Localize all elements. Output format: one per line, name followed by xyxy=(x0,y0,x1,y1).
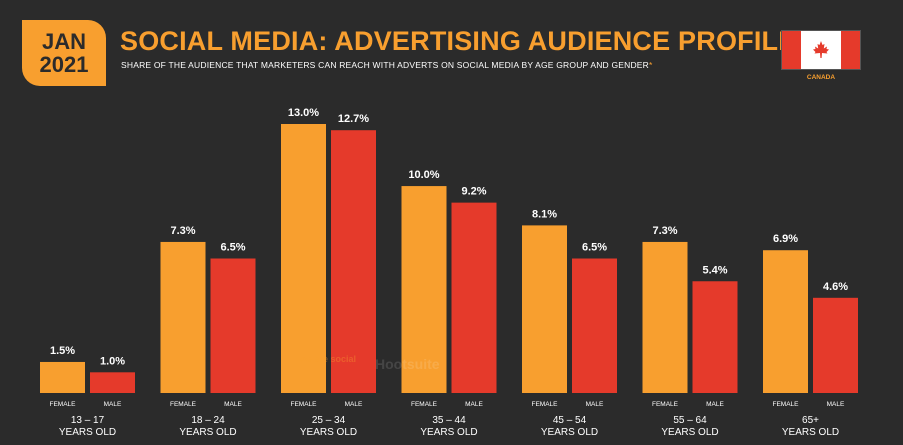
subtitle-text: SHARE OF THE AUDIENCE THAT MARKETERS CAN… xyxy=(121,60,650,70)
series-tick-label: FEMALE xyxy=(531,401,558,408)
category-label: YEARS OLD xyxy=(661,427,718,438)
category-label: 25 – 34 xyxy=(312,415,346,426)
subtitle-footnote-marker: * xyxy=(649,60,653,70)
series-tick-label: MALE xyxy=(345,401,363,408)
bar-male-2 xyxy=(331,130,376,393)
data-label: 10.0% xyxy=(408,169,439,181)
bar-male-5 xyxy=(692,281,738,393)
date-badge: JAN 2021 xyxy=(22,20,106,86)
series-tick-label: MALE xyxy=(706,401,724,408)
data-label: 9.2% xyxy=(461,186,486,198)
data-label: 7.3% xyxy=(170,225,195,237)
bar-female-2 xyxy=(281,124,326,393)
page-title: SOCIAL MEDIA: ADVERTISING AUDIENCE PROFI… xyxy=(120,26,797,56)
category-label: YEARS OLD xyxy=(420,427,477,438)
canada-flag-icon xyxy=(781,30,861,70)
data-label: 8.1% xyxy=(532,208,557,220)
series-tick-label: MALE xyxy=(104,401,122,408)
category-label: 13 – 17 xyxy=(71,415,105,426)
series-tick-label: MALE xyxy=(827,401,845,408)
series-tick-label: FEMALE xyxy=(772,401,799,408)
data-label: 4.6% xyxy=(823,281,848,293)
bar-male-6 xyxy=(813,297,858,393)
data-label: 12.7% xyxy=(338,113,369,125)
category-label: YEARS OLD xyxy=(782,427,839,438)
country-label: CANADA xyxy=(806,74,836,81)
data-label: 1.5% xyxy=(50,345,75,357)
bar-female-4 xyxy=(522,225,567,393)
category-label: 18 – 24 xyxy=(191,415,225,426)
watermark-wearesocial: we are social xyxy=(299,354,356,364)
bar-female-5 xyxy=(642,241,688,393)
series-tick-label: FEMALE xyxy=(290,401,317,408)
data-label: 13.0% xyxy=(288,107,319,119)
series-tick-label: MALE xyxy=(224,401,242,408)
bar-male-0 xyxy=(90,372,135,393)
category-label: 65+ xyxy=(802,415,819,426)
watermark-hootsuite: Hootsuite xyxy=(375,356,440,372)
category-label: YEARS OLD xyxy=(179,427,236,438)
data-label: 6.5% xyxy=(582,242,607,254)
date-year: 2021 xyxy=(39,52,89,77)
series-tick-label: MALE xyxy=(465,401,483,408)
bar-female-3 xyxy=(401,186,447,393)
bar-female-6 xyxy=(763,250,808,393)
data-label: 5.4% xyxy=(702,264,727,276)
date-month: JAN xyxy=(41,28,86,54)
series-tick-label: FEMALE xyxy=(652,401,679,408)
bar-male-1 xyxy=(210,258,256,393)
bar-male-3 xyxy=(451,202,497,393)
category-label: YEARS OLD xyxy=(300,427,357,438)
series-tick-label: MALE xyxy=(586,401,604,408)
page-subtitle: SHARE OF THE AUDIENCE THAT MARKETERS CAN… xyxy=(121,60,653,70)
data-label: 1.0% xyxy=(100,355,125,367)
category-label: 35 – 44 xyxy=(432,415,466,426)
series-tick-label: FEMALE xyxy=(49,401,76,408)
category-label: YEARS OLD xyxy=(541,427,598,438)
bar-female-1 xyxy=(160,241,206,393)
bar-male-4 xyxy=(572,258,617,393)
series-tick-label: FEMALE xyxy=(170,401,197,408)
series-tick-label: FEMALE xyxy=(411,401,438,408)
category-label: 45 – 54 xyxy=(553,415,587,426)
category-label: 55 – 64 xyxy=(673,415,707,426)
maple-leaf-icon xyxy=(813,41,829,58)
bar-female-0 xyxy=(40,361,85,393)
category-label: YEARS OLD xyxy=(59,427,116,438)
data-label: 6.9% xyxy=(773,233,798,245)
data-label: 6.5% xyxy=(220,242,245,254)
data-label: 7.3% xyxy=(652,225,677,237)
